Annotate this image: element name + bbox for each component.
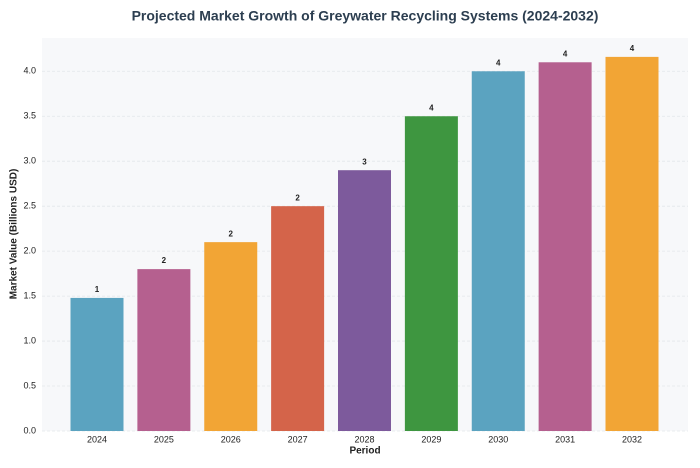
bar bbox=[538, 62, 592, 431]
y-tick-label: 1.0 bbox=[23, 335, 36, 345]
value-label: 4 bbox=[563, 49, 568, 58]
x-tick-label: 2024 bbox=[87, 434, 107, 444]
bar bbox=[204, 242, 258, 431]
y-axis-label: Market Value (Billions USD) bbox=[9, 169, 20, 300]
value-label: 4 bbox=[630, 44, 635, 53]
x-tick-label: 2032 bbox=[622, 434, 642, 444]
x-tick-label: 2030 bbox=[488, 434, 508, 444]
y-tick-label: 4.0 bbox=[23, 66, 36, 76]
y-tick-label: 1.5 bbox=[23, 290, 36, 300]
y-tick-label: 0.5 bbox=[23, 380, 36, 390]
bar bbox=[70, 297, 124, 431]
x-axis-label: Period bbox=[349, 446, 380, 457]
y-tick-label: 0.0 bbox=[23, 425, 36, 435]
x-tick-label: 2031 bbox=[555, 434, 575, 444]
bar bbox=[338, 170, 391, 431]
y-tick-label: 2.5 bbox=[23, 201, 36, 211]
bar bbox=[471, 71, 525, 431]
value-label: 2 bbox=[162, 256, 167, 265]
value-label: 4 bbox=[496, 58, 501, 67]
bar bbox=[137, 269, 191, 431]
value-label: 1 bbox=[95, 285, 100, 294]
bar bbox=[271, 206, 325, 431]
y-tick-label: 3.0 bbox=[23, 156, 36, 166]
x-tick-label: 2027 bbox=[288, 434, 308, 444]
x-tick-label: 2025 bbox=[154, 434, 174, 444]
value-label: 3 bbox=[362, 157, 367, 166]
x-tick-label: 2026 bbox=[221, 434, 241, 444]
x-tick-label: 2028 bbox=[354, 434, 374, 444]
chart-title: Projected Market Growth of Greywater Rec… bbox=[132, 8, 599, 24]
bar bbox=[404, 116, 458, 432]
value-label: 2 bbox=[229, 229, 234, 238]
value-label: 2 bbox=[295, 193, 300, 202]
y-tick-label: 2.0 bbox=[23, 246, 36, 256]
x-tick-label: 2029 bbox=[421, 434, 441, 444]
bar bbox=[605, 56, 659, 431]
value-label: 4 bbox=[429, 103, 434, 112]
y-tick-label: 3.5 bbox=[23, 111, 36, 121]
